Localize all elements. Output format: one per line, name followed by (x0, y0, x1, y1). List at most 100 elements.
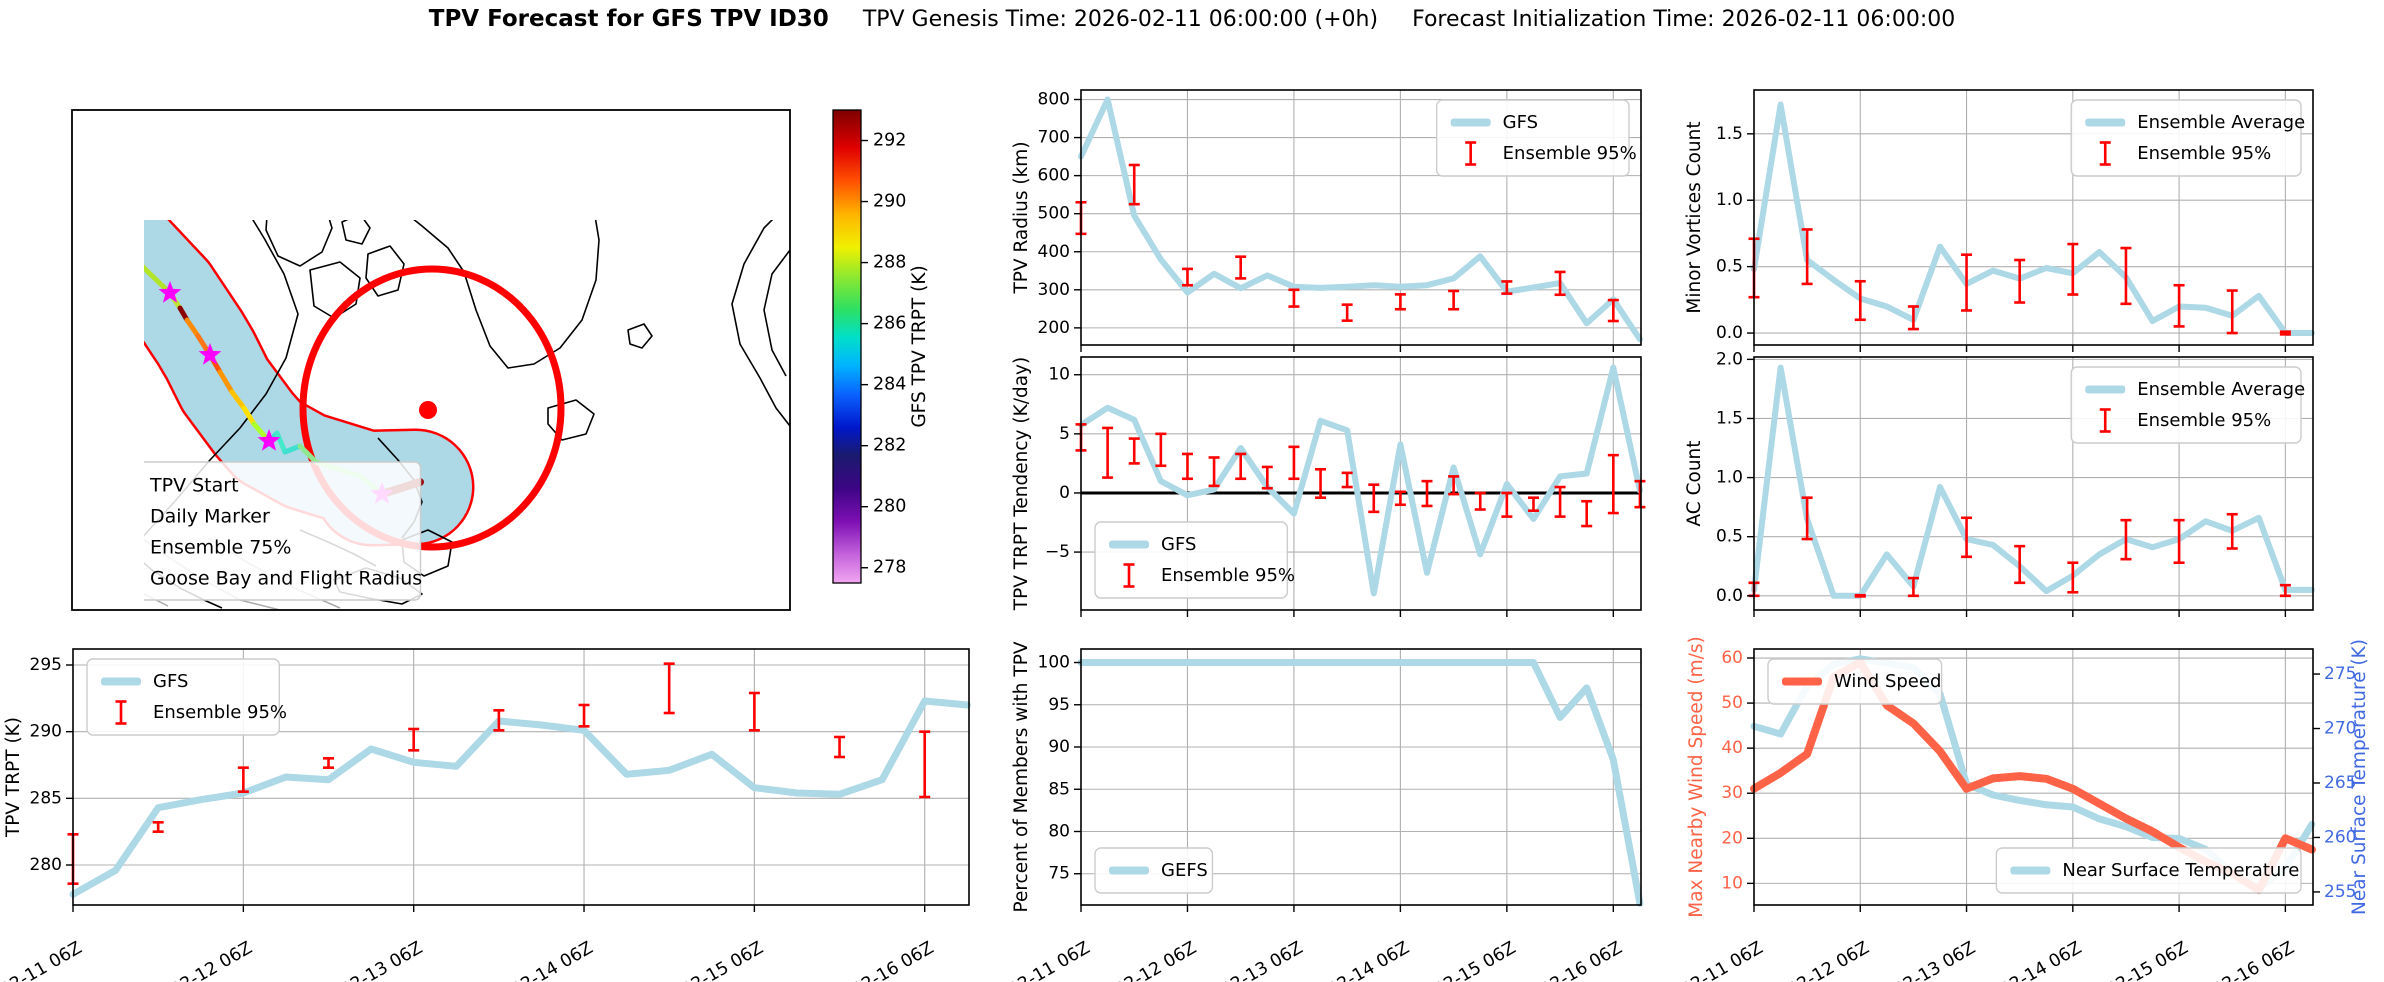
colorbar-gradient (832, 109, 862, 584)
y-tick-label: 1.0 (1716, 190, 1743, 210)
legend-label: Ensemble 95% (1161, 565, 1295, 586)
y-tick-label: 95 (1048, 695, 1070, 715)
x-tick-label: 02-16 06Z (849, 938, 938, 982)
panel-p_pct: 02-11 06Z 02-12 06Z 02-13 06Z 02-14 06Z 02-1… (1005, 641, 1644, 982)
p_tend-errorbars (1075, 423, 1646, 528)
legend-label: Daily Marker (150, 506, 270, 528)
y-tick-label: 285 (30, 788, 62, 808)
tpv-track-segment (217, 369, 235, 395)
legend-line-sample (1450, 118, 1491, 127)
legend-line-sample (1782, 677, 1822, 686)
y-tick-label: 260 (2324, 827, 2356, 847)
y-tick-label: −5 (1045, 542, 1070, 562)
legend-label: Ensemble 95% (2137, 410, 2271, 431)
y-axis-label: Minor Vortices Count (1684, 121, 1705, 313)
legend-label: Near Surface Temperature (2062, 860, 2299, 881)
p_minor-legend: Ensemble Average Ensemble 95% (2070, 99, 2305, 177)
y-tick-label: 1.5 (1716, 408, 1743, 428)
tpv-track-segment (82, 112, 87, 126)
coastline (230, 110, 380, 164)
tpv-track-segment (104, 190, 106, 208)
y-tick-label: 80 (1048, 821, 1070, 841)
y-tick-label: 5 (1059, 424, 1070, 444)
title-genesis-time: TPV Genesis Time: 2026-02-11 06:00:00 (+… (862, 7, 1379, 32)
tpv-track-segment (184, 317, 201, 339)
legend-line-sample (2085, 118, 2126, 127)
legend-line-sample (2010, 866, 2051, 875)
y-axis-label-right: Near Surface Temperature (K) (2349, 639, 2370, 915)
y-tick-label: 100 (1038, 653, 1070, 673)
x-tick-label: 02-12 06Z (1111, 938, 1200, 982)
y-tick-label: 200 (1038, 318, 1070, 338)
legend-box (2070, 99, 2302, 177)
x-tick-label: 02-12 06Z (1784, 938, 1873, 982)
x-axis: 02-11 06Z 02-12 06Z 02-13 06Z 02-14 06Z 02-1… (0, 905, 937, 982)
daily-marker-star (198, 343, 222, 365)
map-panel: TPV Start Daily Marker Ensemble 75% Goose B… (71, 104, 791, 611)
coastline (390, 134, 420, 160)
legend-line-sample (2085, 385, 2126, 394)
tpv-track-segment (106, 208, 116, 224)
y-axis-label: TPV TRPT Tendency (K/day) (1011, 357, 1032, 611)
y-tick-label: 280 (30, 855, 62, 875)
y-tick-label: 265 (2324, 773, 2356, 793)
legend-box (2070, 366, 2302, 444)
p_tend-series-gfs (1078, 364, 1643, 597)
x-tick-label: 02-14 06Z (1324, 938, 1413, 982)
legend-box (1995, 847, 2302, 894)
map-content: TPV Start Daily Marker Ensemble 75% Goose B… (74, 104, 791, 611)
daily-marker-legend-star (107, 505, 130, 527)
coastline (763, 249, 791, 377)
x-tick-label: 02-15 06Z (678, 938, 767, 982)
colorbar: 278 280 282 284 286 288 290 292 GFS TPV TRPT (K) (832, 109, 930, 584)
x-tick-label: 02-16 06Z (2209, 938, 2298, 982)
y-axis-label: TPV Radius (km) (1011, 141, 1032, 294)
y-tick-label: 50 (1721, 693, 1743, 713)
y-tick-label: 40 (1721, 738, 1743, 758)
p_minor-series-ensemble-average (1751, 101, 2315, 336)
p_pct-series-gefs (1077, 659, 1644, 907)
x-tick-label: 02-13 06Z (1891, 938, 1980, 982)
y-tick-label: 300 (1038, 280, 1070, 300)
x-tick-label: 02-11 06Z (0, 938, 86, 982)
figure-title: TPV Forecast for GFS TPV ID30 TPV Genesi… (0, 6, 2384, 32)
grid (1081, 649, 1641, 905)
legend-label: Ensemble 95% (153, 702, 287, 723)
y-axis-label-left: Max Nearby Wind Speed (m/s) (1686, 636, 1707, 917)
panel-spines (1080, 89, 1642, 346)
panel-spines (1080, 356, 1642, 611)
p_tend-legend: GFS Ensemble 95% (1094, 521, 1295, 599)
tpv-track-segment (116, 224, 123, 243)
x-tick-label: 02-13 06Z (1218, 938, 1307, 982)
tpv-start-legend-marker (108, 476, 128, 496)
coastline (413, 220, 600, 369)
tpv-track-segment (144, 265, 173, 296)
y-axis-label: Percent of Members with TPV (1011, 641, 1032, 912)
legend-label: TPV Start (149, 475, 239, 497)
panel-spines (1753, 356, 2314, 611)
legend-label: GEFS (1161, 860, 1208, 881)
legend-label: GFS (153, 671, 188, 692)
y-tick-label: 700 (1038, 128, 1070, 148)
panel-spines (1753, 648, 2314, 906)
y-tick-label: 60 (1721, 648, 1743, 668)
tpv-start-marker (74, 104, 90, 120)
p_wind-legend: Wind Speed (1767, 658, 1943, 705)
legend-line-sample (101, 677, 141, 686)
coastline (731, 220, 791, 427)
coastline (772, 128, 790, 148)
y-tick-label: 800 (1038, 90, 1070, 110)
p_pct-legend: GEFS (1094, 847, 1214, 894)
panel-p_radius: 200 300 400 500 600 700 800 TPV Radius (km) GFS E… (1011, 89, 1643, 352)
y-tick-label: 275 (2324, 664, 2356, 684)
legend-box (1767, 658, 1943, 705)
legend-line-sample (1109, 866, 1149, 875)
x-axis (1753, 610, 2287, 617)
panel-spines (72, 648, 970, 906)
colorbar-tick-label: 286 (873, 314, 906, 334)
panel-p_tend: −5 0 5 10 TPV TRPT Tendency (K/day) GFS Ensemb… (1011, 356, 1646, 617)
legend-label: Wind Speed (1834, 671, 1941, 692)
